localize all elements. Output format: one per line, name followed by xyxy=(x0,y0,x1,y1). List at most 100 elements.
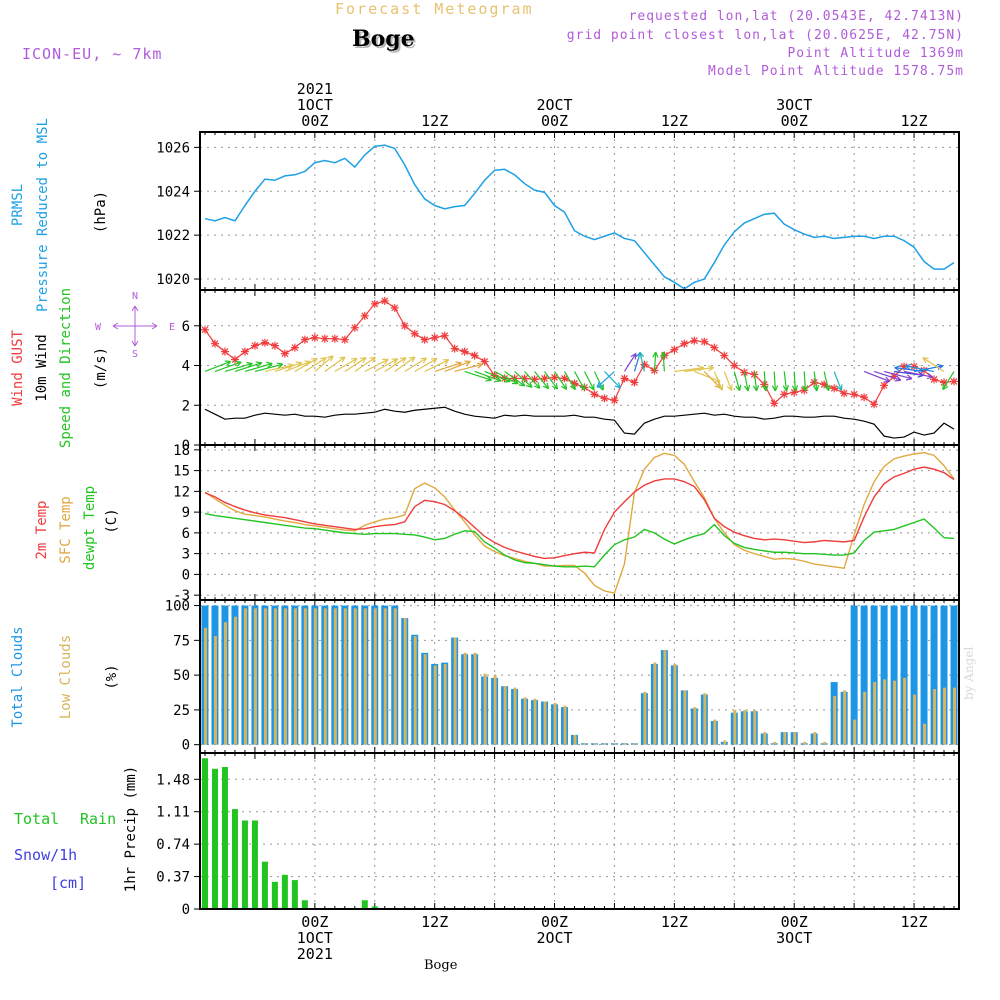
y-tick-label: 50 xyxy=(173,668,190,684)
gust-marker xyxy=(630,378,639,387)
total-cloud-bar xyxy=(940,605,948,745)
clouds-unit-label: (%) xyxy=(104,664,120,689)
wind-arrow xyxy=(474,370,502,383)
gust-marker xyxy=(570,379,579,388)
wind-arrow xyxy=(573,371,586,391)
wind-arrow xyxy=(873,370,902,382)
low-cloud-bar xyxy=(293,608,297,745)
y-tick-label: 75 xyxy=(173,633,190,649)
y-tick-label: 1026 xyxy=(156,140,190,156)
low-cloud-bar xyxy=(803,741,807,745)
rain-bar xyxy=(221,767,228,909)
low-cloud-bar xyxy=(493,675,497,745)
wind-arrow xyxy=(791,371,799,392)
gust-marker xyxy=(410,329,419,338)
wind-arrow xyxy=(638,351,645,372)
compass-north: N xyxy=(132,291,138,302)
top-time-label: 00Z xyxy=(541,112,568,130)
y-tick-label: 1020 xyxy=(156,272,190,288)
station-name: Boge xyxy=(352,26,415,52)
y-tick-label: 2 xyxy=(182,398,190,414)
wind-dir-label: Speed and Direction xyxy=(58,288,74,448)
low-cloud-bar xyxy=(563,705,567,745)
pressure-label-1: PRMSL xyxy=(10,184,26,226)
low-cloud-bar xyxy=(233,616,237,745)
low-cloud-bar xyxy=(383,608,387,745)
low-cloud-bar xyxy=(623,743,627,745)
wind-arrow xyxy=(404,357,427,372)
wind-arrow xyxy=(344,357,367,372)
low-cloud-bar xyxy=(353,608,357,745)
wind-arrow xyxy=(801,371,809,392)
low-cloud-bar xyxy=(373,608,377,745)
low-cloud-bar xyxy=(303,608,307,745)
wind-arrow xyxy=(752,371,760,392)
total-cloud-bar xyxy=(850,605,858,745)
total-clouds-label: Total Clouds xyxy=(10,626,26,727)
gust-marker xyxy=(340,335,349,344)
footer-station: Boge xyxy=(424,958,458,973)
total-cloud-bar xyxy=(950,605,958,745)
low-cloud-bar xyxy=(893,680,897,745)
wind-arrow xyxy=(596,371,615,388)
low-cloud-bar xyxy=(763,732,767,745)
low-cloud-bar xyxy=(663,650,667,745)
total-cloud-bar xyxy=(870,605,878,745)
rain-bar xyxy=(241,820,248,909)
panel-frame xyxy=(199,752,960,910)
wind-arrow xyxy=(623,352,637,372)
bottom-time-label: 2OCT xyxy=(536,929,572,947)
rain-bar xyxy=(301,900,308,909)
gust-marker xyxy=(600,394,609,403)
gust-marker xyxy=(270,341,279,350)
gust-marker xyxy=(250,341,259,350)
low-cloud-bar xyxy=(473,652,477,745)
low-cloud-bar xyxy=(213,636,217,745)
y-tick-label: 1022 xyxy=(156,228,190,244)
y-tick-label: 15 xyxy=(173,464,190,480)
gust-marker xyxy=(370,299,379,308)
gust-marker xyxy=(730,361,739,370)
y-tick-label: 3 xyxy=(182,547,190,563)
low-cloud-bar xyxy=(393,608,397,745)
wind-arrow xyxy=(524,371,541,389)
temp2m-label: 2m Temp xyxy=(34,500,50,559)
sfc-temp-label: SFC Temp xyxy=(58,496,74,563)
top-time-label: 00Z xyxy=(781,112,808,130)
low-cloud-bar xyxy=(753,709,757,745)
temp-unit-label: (C) xyxy=(104,508,120,533)
gust-marker xyxy=(870,400,879,409)
total-cloud-bar xyxy=(900,605,908,745)
y-tick-label: 100 xyxy=(165,599,190,615)
compass-west: W xyxy=(95,322,102,333)
low-clouds-label: Low Clouds xyxy=(58,635,74,719)
low-cloud-bar xyxy=(883,679,887,745)
low-cloud-bar xyxy=(603,743,607,745)
low-cloud-bar xyxy=(933,689,937,745)
pressure-label-2: Pressure Reduced to MSL xyxy=(35,118,51,312)
wind-arrow xyxy=(812,371,820,392)
rain-bar xyxy=(211,768,218,909)
panel-frame xyxy=(199,444,960,601)
wind-arrow xyxy=(554,371,568,390)
wind-arrow xyxy=(454,362,483,373)
gust-marker xyxy=(310,333,319,342)
gust-marker xyxy=(850,390,859,399)
low-cloud-bar xyxy=(943,687,947,745)
low-cloud-bar xyxy=(743,709,747,745)
gust-marker xyxy=(230,355,239,364)
wind-arrow xyxy=(394,356,416,372)
top-time-label: 3OCT xyxy=(776,96,812,114)
gust-marker xyxy=(950,377,959,386)
gust-marker xyxy=(390,303,399,312)
requested-coords: requested lon,lat (20.0543E, 42.7413N) xyxy=(628,9,964,24)
gust-marker xyxy=(620,374,629,383)
low-cloud-bar xyxy=(783,732,787,745)
wind-arrow xyxy=(294,357,318,372)
top-time-label: 1OCT xyxy=(297,96,333,114)
low-cloud-bar xyxy=(453,637,457,745)
wind-arrow xyxy=(514,371,533,388)
gust-marker xyxy=(470,351,479,360)
low-cloud-bar xyxy=(243,608,247,745)
total-cloud-bar xyxy=(890,605,898,745)
